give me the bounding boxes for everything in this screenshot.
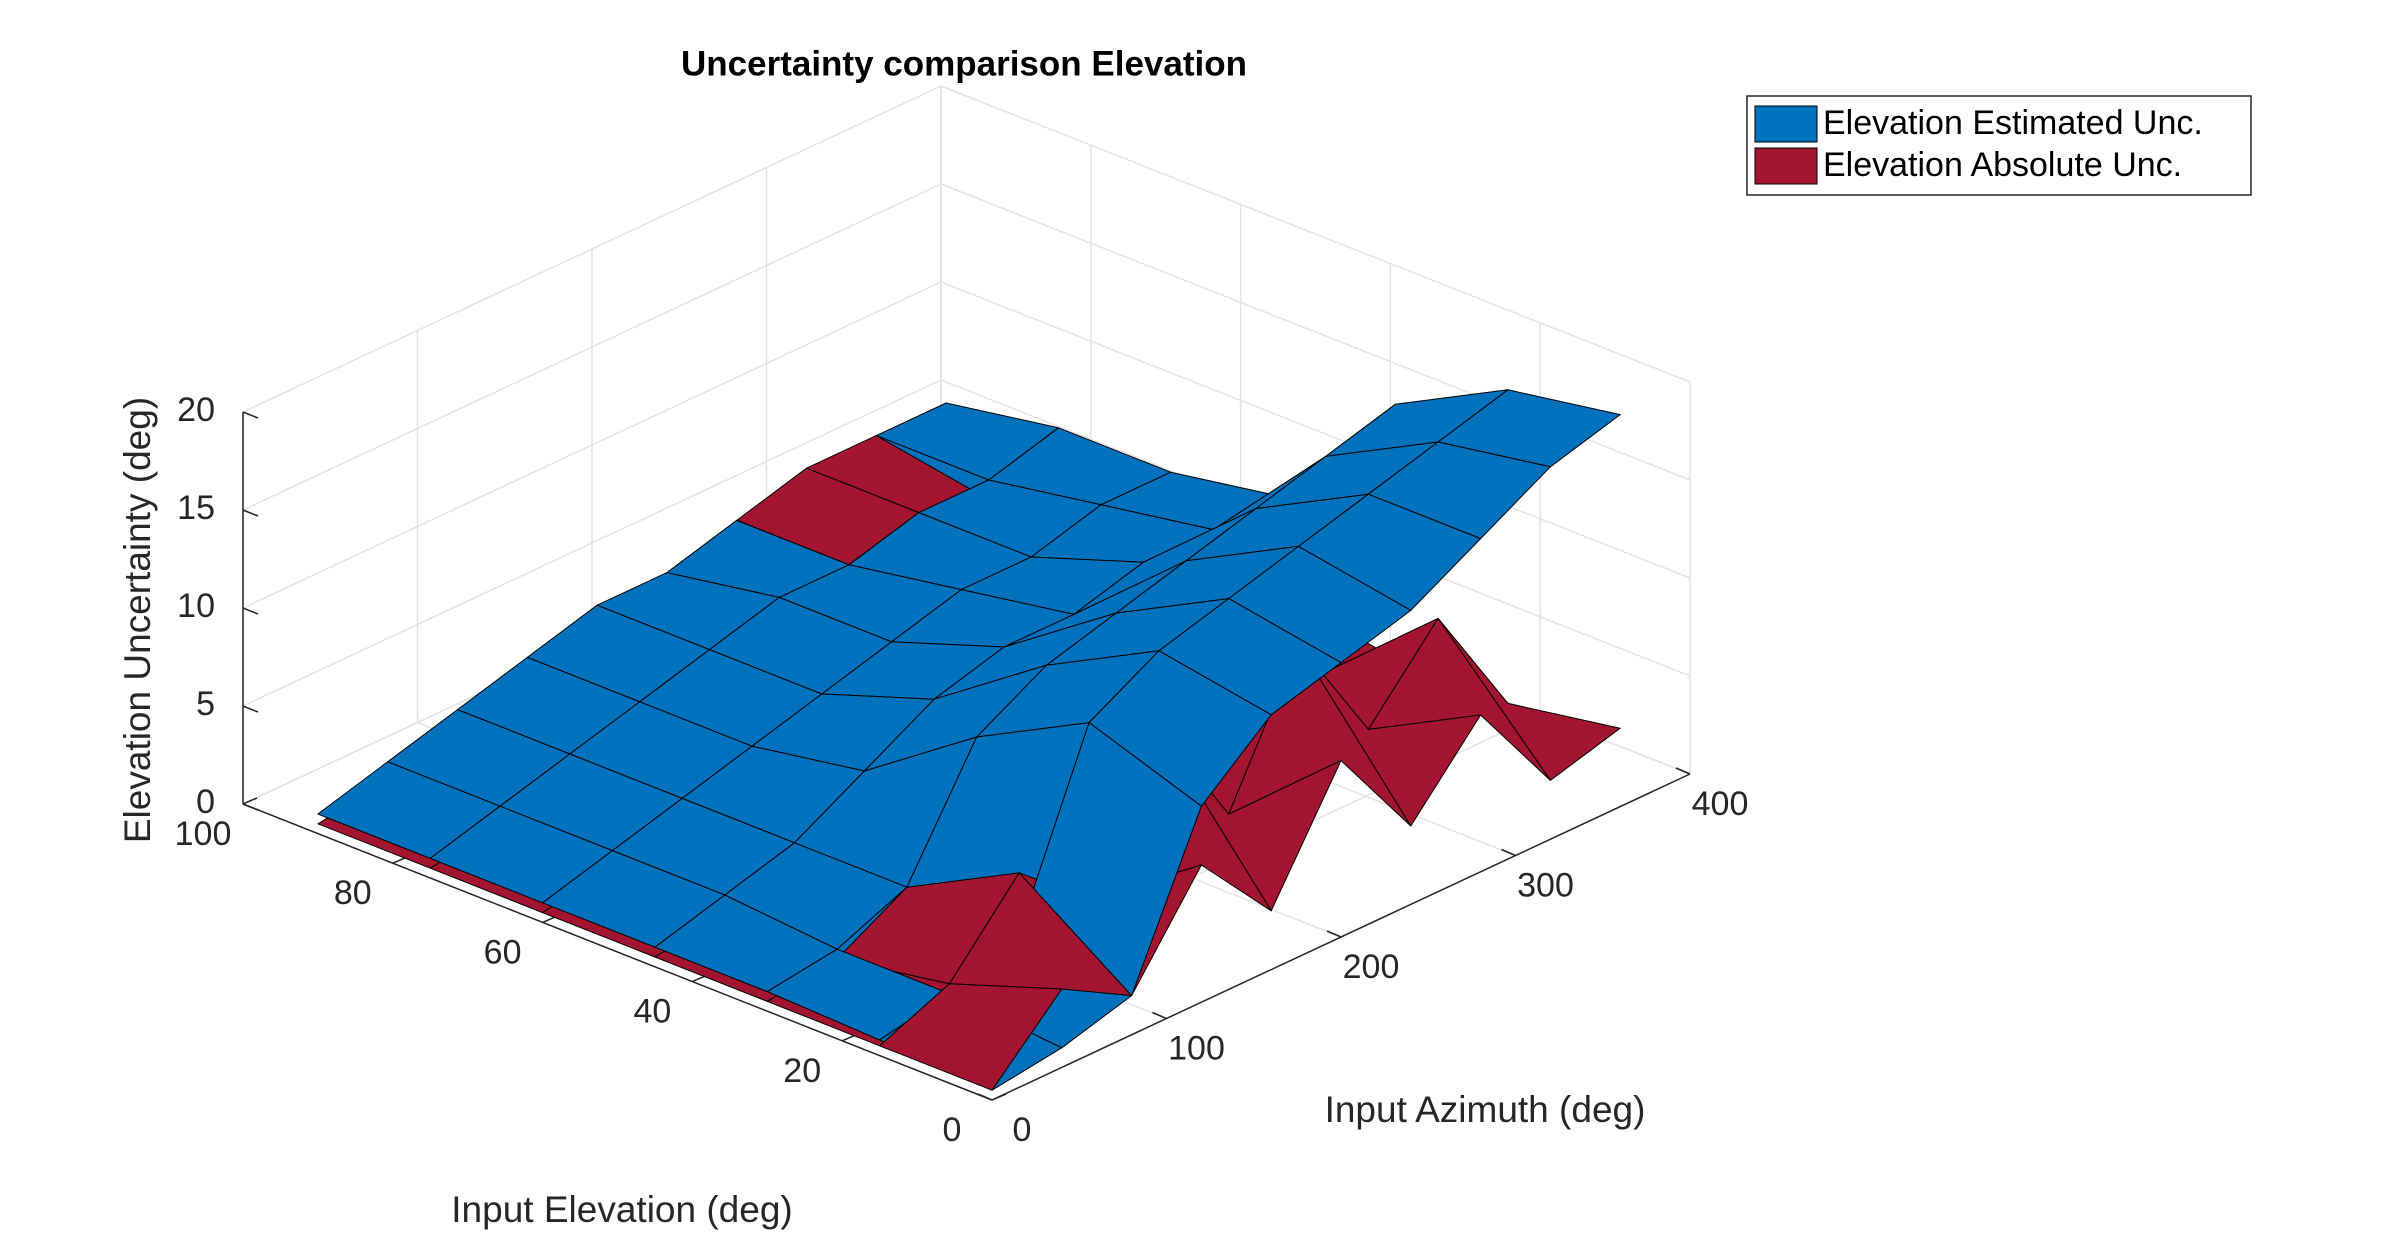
y-axis-label: Input Elevation (deg) bbox=[451, 1189, 792, 1230]
z-tick bbox=[242, 607, 259, 615]
grid-line bbox=[242, 85, 942, 413]
z-axis-label: Elevation Uncertainty (deg) bbox=[117, 397, 158, 843]
x-tick-label: 300 bbox=[1517, 866, 1574, 904]
x-tick bbox=[977, 1093, 993, 1101]
grid-line bbox=[242, 281, 942, 609]
x-tick bbox=[1675, 767, 1691, 775]
z-tick-label: 15 bbox=[177, 489, 215, 527]
legend-swatch bbox=[1754, 147, 1818, 185]
x-axis-label: Input Azimuth (deg) bbox=[1325, 1089, 1646, 1130]
y-tick-label: 0 bbox=[943, 1111, 962, 1149]
grid-line bbox=[242, 379, 942, 707]
grid-line bbox=[940, 281, 1691, 579]
z-tick-label: 0 bbox=[196, 783, 215, 821]
x-tick bbox=[1501, 848, 1516, 857]
x-tick-label: 400 bbox=[1692, 785, 1749, 823]
x-tick-label: 0 bbox=[1013, 1111, 1032, 1149]
z-tick-label: 20 bbox=[177, 391, 215, 429]
z-tick-label: 10 bbox=[177, 587, 215, 625]
grid-line bbox=[940, 85, 1691, 383]
surface-patch bbox=[879, 983, 1063, 1091]
x-tick-label: 200 bbox=[1343, 948, 1400, 986]
y-tick-label: 40 bbox=[633, 993, 671, 1031]
legend-label: Elevation Absolute Unc. bbox=[1823, 146, 2182, 184]
z-tick bbox=[242, 705, 259, 713]
z-tick bbox=[242, 803, 259, 811]
y-axis bbox=[242, 803, 993, 1101]
y-tick bbox=[242, 797, 258, 805]
grid-line bbox=[242, 183, 942, 511]
z-tick bbox=[242, 411, 259, 419]
z-tick bbox=[242, 509, 259, 517]
y-tick-label: 80 bbox=[334, 874, 372, 912]
y-tick-label: 60 bbox=[484, 933, 522, 971]
x-tick bbox=[1326, 930, 1342, 938]
y-tick-label: 20 bbox=[783, 1052, 821, 1090]
y-tick-label: 100 bbox=[175, 815, 232, 853]
chart-title: Uncertainty comparison Elevation bbox=[681, 44, 1247, 83]
y-tick bbox=[991, 1093, 1007, 1101]
x-tick-label: 100 bbox=[1168, 1029, 1225, 1067]
legend-box bbox=[1746, 95, 2252, 196]
legend-swatch bbox=[1754, 105, 1818, 143]
legend-label: Elevation Estimated Unc. bbox=[1823, 104, 2203, 142]
z-tick-label: 5 bbox=[196, 685, 215, 723]
x-tick bbox=[1152, 1011, 1167, 1020]
